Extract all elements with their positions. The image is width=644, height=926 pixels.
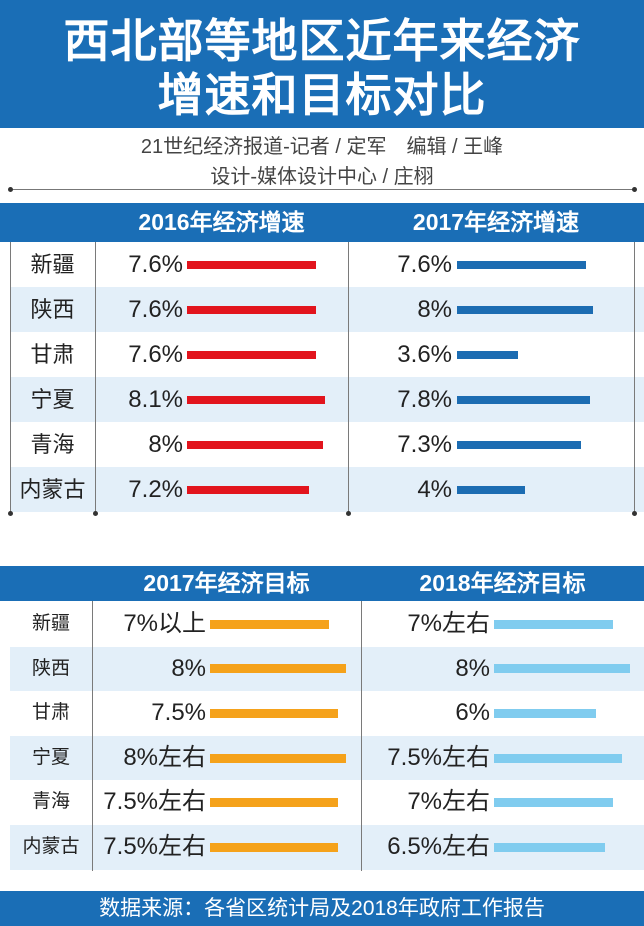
divider-dot <box>8 187 13 192</box>
value-label-2017-growth: 7.6% <box>397 251 452 278</box>
table-row: 内蒙古 7.2% 4% <box>10 467 644 512</box>
column-header-2016-growth: 2016年经济增速 <box>138 209 305 235</box>
table-row: 新疆 7%以上 7%左右 <box>10 602 644 647</box>
value-label-2018-target: 7%左右 <box>407 610 490 637</box>
value-label-2017-growth: 4% <box>417 476 452 503</box>
source-footer: 数据来源：各省区统计局及2018年政府工作报告 <box>0 891 644 926</box>
bar-2017-growth <box>457 485 525 494</box>
value-label-2016-growth: 7.2% <box>128 476 183 503</box>
divider-line <box>10 189 634 190</box>
value-label-2016-growth: 8.1% <box>128 386 183 413</box>
table-row: 宁夏 8.1% 7.8% <box>10 377 644 422</box>
province-label: 新疆 <box>30 252 75 277</box>
value-label-2018-target: 6% <box>455 699 490 727</box>
province-label: 甘肃 <box>31 702 70 724</box>
table-row: 青海 7.5%左右 7%左右 <box>10 780 644 825</box>
bar-2016-growth <box>187 305 317 314</box>
divider-dot <box>346 511 351 516</box>
column-header-2017-target: 2017年经济目标 <box>143 570 310 596</box>
divider-dot <box>93 511 98 516</box>
divider-dot <box>8 511 13 516</box>
value-label-2018-target: 7.5%左右 <box>387 743 490 771</box>
column-divider <box>95 242 96 513</box>
bar-2017-target <box>210 619 329 629</box>
divider-dot <box>632 187 637 192</box>
value-label-2017-growth: 8% <box>417 296 452 323</box>
value-label-2017-growth: 7.8% <box>397 386 452 413</box>
table-border-right <box>634 242 635 513</box>
table-row: 宁夏 8%左右 7.5%左右 <box>10 735 644 781</box>
column-header-2018-target: 2018年经济目标 <box>419 570 586 596</box>
value-label-2017-growth: 3.6% <box>397 341 452 368</box>
table-row: 陕西 8% 8% <box>10 646 644 692</box>
value-label-2016-growth: 7.6% <box>128 341 183 368</box>
bar-2017-growth <box>457 260 587 269</box>
bar-2016-growth <box>187 485 310 494</box>
page-title-line-2: 增速和目标对比 <box>157 69 487 121</box>
value-label-2018-target: 6.5%左右 <box>387 833 490 860</box>
bar-2016-growth <box>187 440 323 449</box>
value-label-2017-growth: 7.3% <box>397 431 452 458</box>
table-row: 甘肃 7.6% 3.6% <box>10 332 644 377</box>
target-table-header: 2017年经济目标 2018年经济目标 <box>0 566 644 601</box>
bar-2017-target <box>210 842 338 852</box>
value-label-2016-growth: 8% <box>148 431 183 458</box>
bar-2018-target <box>494 753 622 763</box>
value-label-2016-growth: 7.6% <box>128 251 183 278</box>
credits-line-1: 21世纪经济报道-记者 / 定军 编辑 / 王峰 <box>140 136 504 158</box>
province-label: 青海 <box>31 791 70 813</box>
value-label-2017-target: 8%左右 <box>123 743 206 771</box>
bar-2018-target <box>494 842 605 852</box>
bar-2017-target <box>210 708 338 718</box>
province-label: 陕西 <box>30 297 75 322</box>
bar-2016-growth <box>187 350 317 359</box>
column-divider <box>348 242 349 513</box>
page-title-line-1: 西北部等地区近年来经济 <box>63 15 581 67</box>
table-row: 青海 8% 7.3% <box>10 422 644 467</box>
bar-2016-growth <box>187 395 325 404</box>
table-row: 陕西 7.6% 8% <box>10 287 644 332</box>
bar-2016-growth <box>187 260 317 269</box>
value-label-2017-target: 7%以上 <box>123 610 206 637</box>
table-row: 内蒙古 7.5%左右 6.5%左右 <box>10 825 644 870</box>
bar-2018-target <box>494 798 613 808</box>
credits-line-2: 设计-媒体设计中心 / 庄栩 <box>210 166 434 188</box>
bar-2017-growth <box>457 305 593 314</box>
bar-2018-target <box>494 619 613 629</box>
column-header-2017-growth: 2017年经济增速 <box>412 209 580 235</box>
column-divider <box>361 601 362 871</box>
value-label-2018-target: 7%左右 <box>407 788 490 816</box>
divider-dot <box>632 511 637 516</box>
province-label: 新疆 <box>31 613 70 634</box>
province-label: 内蒙古 <box>22 836 80 857</box>
province-label: 宁夏 <box>31 746 70 768</box>
province-label: 陕西 <box>31 657 70 679</box>
title-banner: 西北部等地区近年来经济 增速和目标对比 <box>0 0 644 128</box>
table-row: 新疆 7.6% 7.6% <box>10 242 644 287</box>
bar-2017-target <box>210 664 346 674</box>
bar-2017-growth <box>457 395 590 404</box>
bar-2017-growth <box>457 350 519 359</box>
bar-2017-target <box>210 798 338 808</box>
bar-2017-growth <box>457 440 582 449</box>
province-label: 内蒙古 <box>19 477 86 502</box>
value-label-2017-target: 7.5% <box>151 699 206 727</box>
value-label-2017-target: 7.5%左右 <box>103 833 206 860</box>
value-label-2017-target: 7.5%左右 <box>103 788 206 816</box>
province-label: 宁夏 <box>30 387 75 412</box>
value-label-2017-target: 8% <box>171 654 206 682</box>
table-row: 甘肃 7.5% 6% <box>10 691 644 736</box>
province-label: 甘肃 <box>30 342 75 367</box>
bar-2018-target <box>494 664 630 674</box>
bar-2017-target <box>210 753 346 763</box>
bar-2018-target <box>494 708 596 718</box>
province-label: 青海 <box>30 432 75 457</box>
column-divider <box>92 601 93 871</box>
table-border-left <box>10 242 11 513</box>
value-label-2016-growth: 7.6% <box>128 296 183 323</box>
growth-table-header: 2016年经济增速 2017年经济增速 <box>0 203 644 242</box>
value-label-2018-target: 8% <box>455 654 490 682</box>
